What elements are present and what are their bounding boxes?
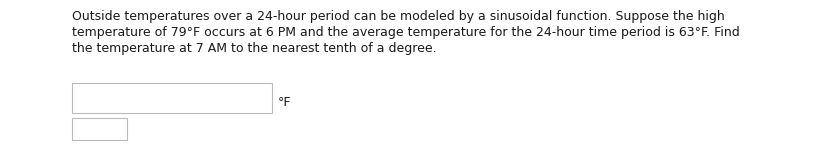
Bar — [72, 83, 272, 113]
Text: temperature of 79°F occurs at 6 PM and the average temperature for the 24-hour t: temperature of 79°F occurs at 6 PM and t… — [72, 26, 739, 39]
Bar — [72, 118, 127, 140]
Text: Outside temperatures over a 24-hour period can be modeled by a sinusoidal functi: Outside temperatures over a 24-hour peri… — [72, 10, 724, 23]
Text: °F: °F — [278, 96, 291, 109]
Text: the temperature at 7 AM to the nearest tenth of a degree.: the temperature at 7 AM to the nearest t… — [72, 42, 436, 55]
